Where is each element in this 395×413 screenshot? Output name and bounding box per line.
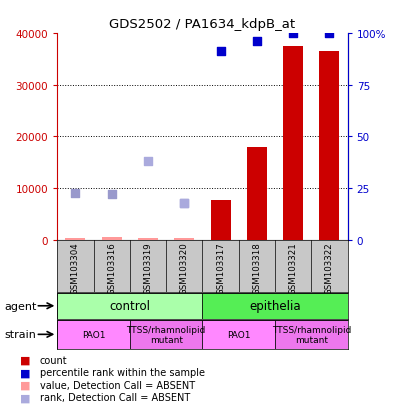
Bar: [211, 200, 231, 240]
Text: ■: ■: [20, 355, 30, 365]
Point: [217, 49, 224, 55]
Bar: [66, 238, 85, 240]
Bar: [203, 320, 275, 349]
Point: [326, 31, 333, 37]
Text: rank, Detection Call = ABSENT: rank, Detection Call = ABSENT: [40, 392, 190, 402]
Bar: [130, 320, 203, 349]
Text: ■: ■: [20, 368, 30, 377]
Bar: [275, 320, 348, 349]
Text: strain: strain: [4, 330, 36, 339]
Bar: [174, 238, 194, 240]
Point: [181, 200, 188, 206]
Text: PAO1: PAO1: [82, 330, 105, 339]
Text: ■: ■: [20, 392, 30, 402]
Text: GSM103316: GSM103316: [107, 242, 116, 294]
Text: GSM103317: GSM103317: [216, 242, 225, 294]
Point: [109, 192, 115, 198]
Text: TTSS/rhamnolipid
mutant: TTSS/rhamnolipid mutant: [126, 325, 206, 344]
Text: GSM103318: GSM103318: [252, 242, 261, 294]
Text: epithelia: epithelia: [249, 299, 301, 313]
Text: GSM103322: GSM103322: [325, 242, 334, 294]
Bar: [57, 320, 130, 349]
Text: PAO1: PAO1: [227, 330, 250, 339]
Text: agent: agent: [4, 301, 36, 311]
Text: ■: ■: [20, 380, 30, 390]
Point: [181, 200, 188, 206]
Text: value, Detection Call = ABSENT: value, Detection Call = ABSENT: [40, 380, 195, 390]
Point: [145, 159, 151, 165]
Text: GSM103321: GSM103321: [289, 242, 298, 294]
Title: GDS2502 / PA1634_kdpB_at: GDS2502 / PA1634_kdpB_at: [109, 18, 295, 31]
Bar: [283, 47, 303, 240]
Text: GSM103320: GSM103320: [180, 242, 189, 294]
Bar: [320, 52, 339, 240]
Point: [290, 31, 296, 37]
Point: [72, 191, 79, 197]
Point: [254, 38, 260, 45]
Bar: [57, 293, 203, 319]
Bar: [247, 147, 267, 240]
Text: GSM103319: GSM103319: [143, 242, 152, 294]
Bar: [203, 293, 348, 319]
Bar: [138, 239, 158, 240]
Text: count: count: [40, 355, 67, 365]
Text: TTSS/rhamnolipid
mutant: TTSS/rhamnolipid mutant: [272, 325, 351, 344]
Text: percentile rank within the sample: percentile rank within the sample: [40, 368, 205, 377]
Bar: [102, 238, 122, 240]
Text: control: control: [109, 299, 150, 313]
Text: GSM103304: GSM103304: [71, 242, 80, 294]
